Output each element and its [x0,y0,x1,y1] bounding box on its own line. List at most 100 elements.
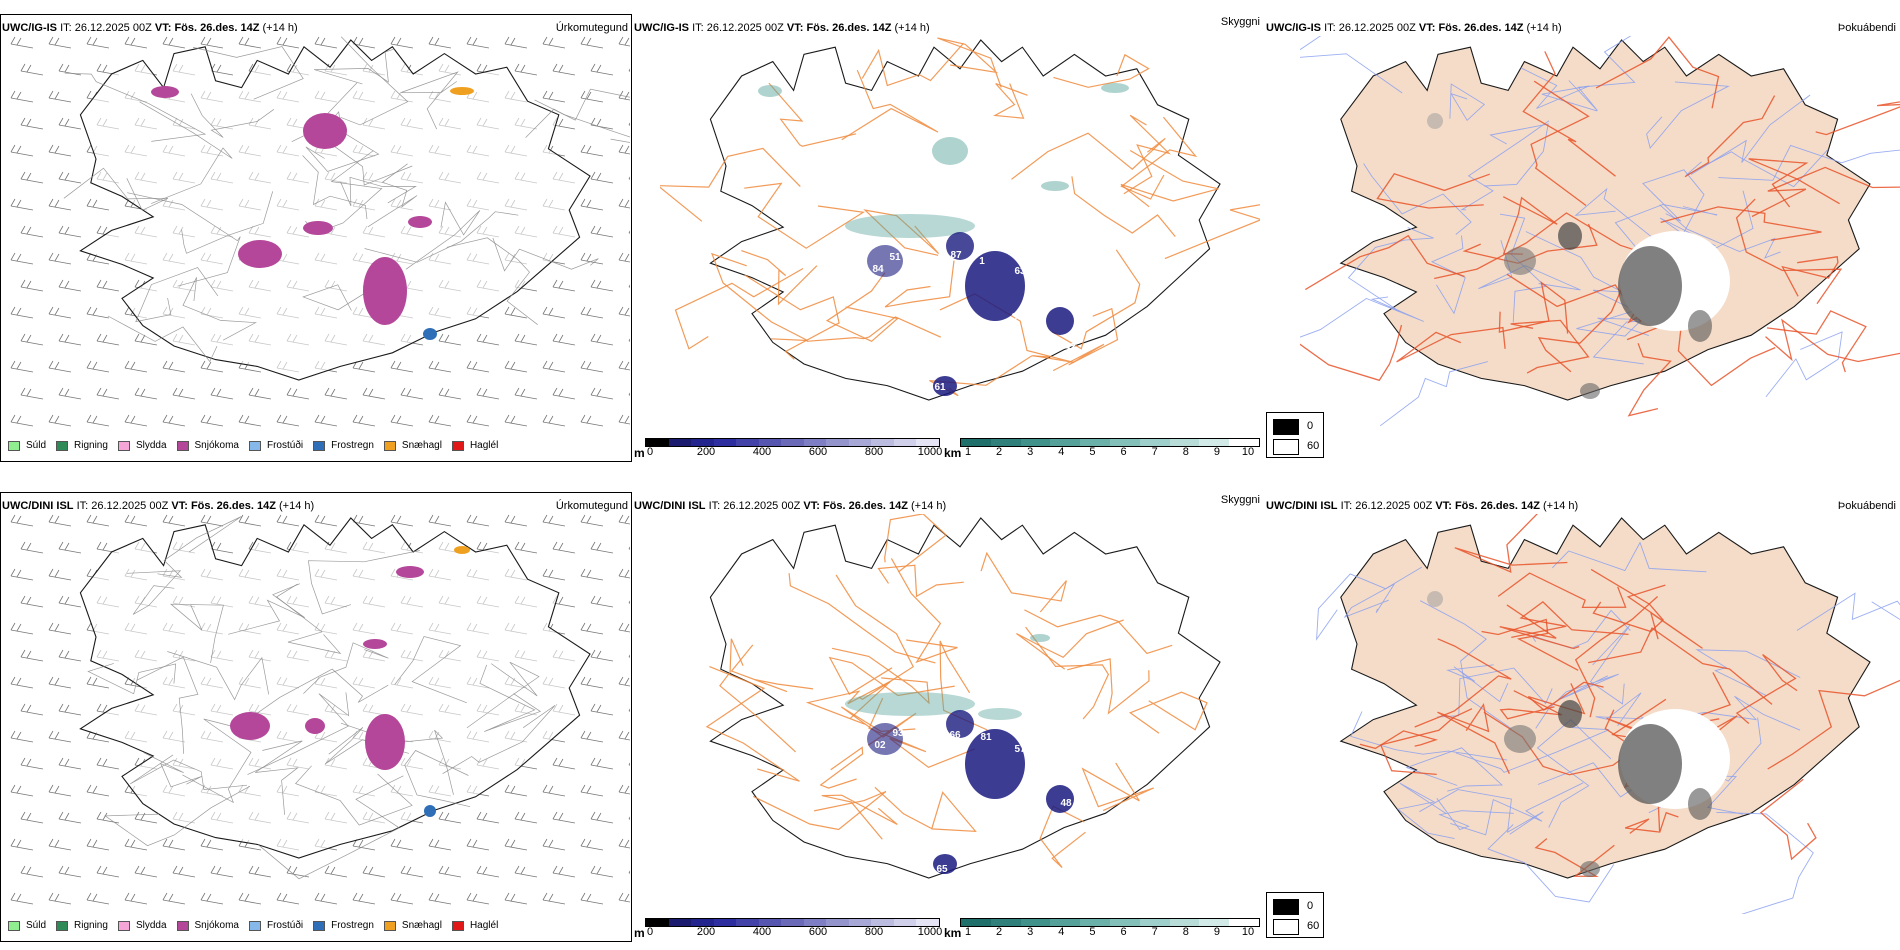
wind-barb [48,892,72,905]
wind-barb [10,144,34,157]
wind-barb [504,414,528,427]
wind-barb [314,36,338,49]
it-label: IT: [76,500,89,512]
legend-swatch [56,440,69,451]
wind-barb [590,171,614,184]
colorbar-segment [1139,439,1170,446]
wind-barb [58,63,82,76]
road-line [1536,719,1612,828]
wind-barb [618,784,630,795]
road-line [135,267,219,323]
road-line [1716,811,1814,914]
colorbar-segment [1199,919,1230,926]
legend-label: Frostregn [331,440,374,451]
legend-swatch [117,920,130,931]
wind-barb [10,514,34,527]
colorbar-tick: 400 [752,446,772,458]
wind-barb [514,865,538,878]
road-line [825,272,899,343]
road-line [192,46,304,100]
lead-time: (+14 h) [1543,500,1579,512]
colorbar-segment [646,439,669,446]
wind-barb [10,360,34,373]
legend-label: Haglél [469,440,499,451]
colorbar-tick: 2 [996,446,1003,458]
wind-barb [476,333,500,346]
colorbar-segment [848,439,872,446]
road-line [87,663,177,695]
road-line [181,191,274,254]
wind-barb [276,36,300,49]
colorbar-tick: 0 [646,926,654,938]
wind-barb [58,595,82,608]
wind-barb [20,171,44,184]
it-label: IT: [1324,22,1336,34]
colorbar-segment [961,919,991,926]
wind-barb [48,36,72,49]
wind-barb [20,541,44,554]
colorbar-segment [713,919,737,926]
road-line [1498,280,1569,334]
road-line [1510,319,1590,374]
colorbar-segment [893,919,917,926]
wind-barb [400,865,424,878]
legend-swatch [8,920,20,931]
precip-title: Úrkomutegund [555,500,628,512]
snow-area [305,718,325,734]
wind-barb [48,198,72,211]
wind-barb [428,892,452,905]
legend-label: Rigning [74,440,108,451]
road-line [479,664,542,732]
road-line [139,101,233,204]
road-line [1614,204,1718,253]
road-line [710,252,808,342]
vt-value: Fös. 26.des. 14Z [174,22,260,34]
colorbar-segment [1169,919,1200,926]
wind-barb [628,392,630,396]
wind-barb [428,514,452,527]
wind-barb [628,68,630,72]
lead-time: (+14 h) [262,22,298,34]
wind-barb [210,541,234,554]
wind-barb [618,306,630,317]
colorbar-tick: 0 [646,446,654,458]
wind-barb [628,708,630,712]
road-line [1436,798,1514,831]
road-line [1397,782,1455,840]
low-visibility-area [932,137,968,165]
wind-barb [162,36,186,49]
legend-swatch [313,440,326,451]
road-line [1765,331,1843,398]
wind-barb [20,279,44,292]
road-line [228,583,306,635]
wind-barb [618,676,630,687]
road-line [1718,144,1900,181]
wind-barb [542,838,566,851]
wind-barb [552,63,576,76]
road-line [1455,727,1610,773]
colorbar-tick: 8 [1182,446,1189,458]
road-line [874,786,977,832]
freezing-rain-area [424,805,436,817]
wind-barb [590,649,614,662]
road-line [788,573,936,664]
road-line [1414,638,1512,728]
wind-barb [618,198,630,209]
road-line [1052,307,1119,372]
fog-area [1427,591,1443,607]
elevation-colorbar [645,438,940,447]
road-line [314,48,395,85]
wind-barb [86,676,110,689]
wind-barb [580,514,604,527]
colorbar-segment [1169,439,1200,446]
wind-barb [10,198,34,211]
low-visibility-area [1030,634,1050,642]
vt-value: Fös. 26.des. 14Z [822,500,908,512]
fog-legend-swatch-0 [1273,899,1299,915]
wind-barb [628,816,630,820]
wind-barb [58,811,82,824]
fog-area [1504,725,1536,753]
road-line [705,666,800,782]
low-visibility-area [1041,181,1069,191]
road-line [525,108,630,143]
